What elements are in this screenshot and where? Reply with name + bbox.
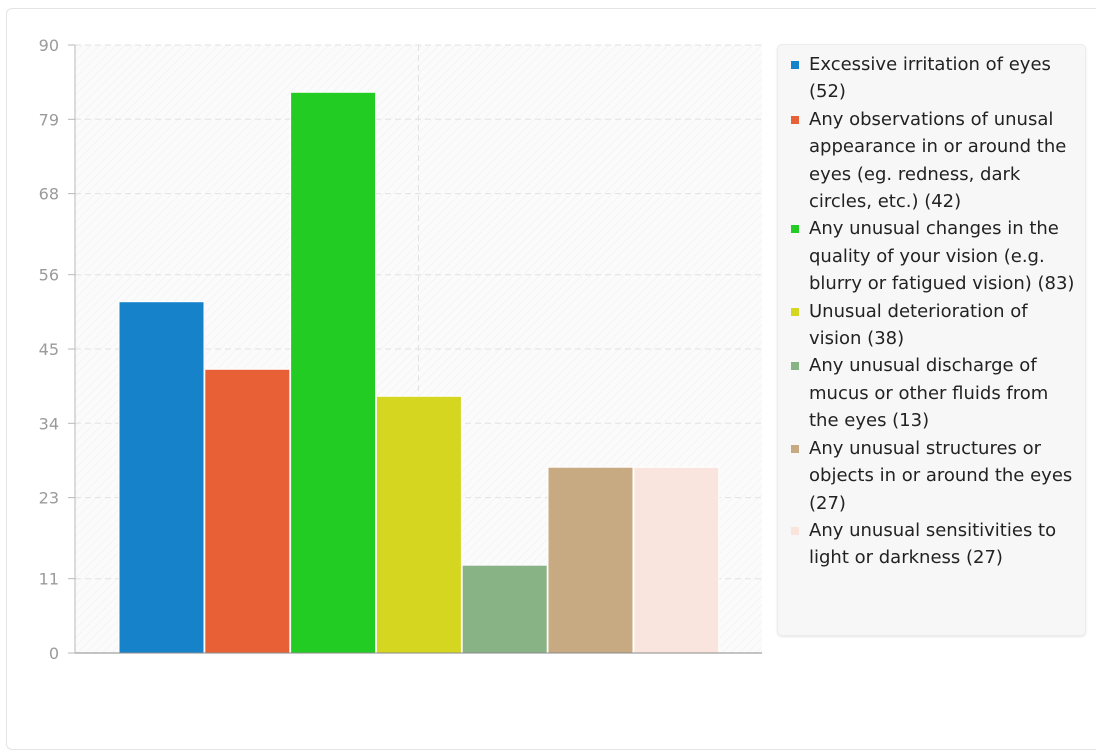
y-axis-tick-labels: 0 11 23 34 45 56 68 79 90 xyxy=(39,36,59,663)
legend-item[interactable]: Any unusual discharge of mucus or other … xyxy=(791,352,1075,434)
y-tick-label: 90 xyxy=(39,36,59,55)
bar-2[interactable] xyxy=(204,368,291,654)
legend-item[interactable]: Excessive irritation of eyes (52) xyxy=(791,51,1075,106)
legend-swatch xyxy=(791,444,799,453)
y-tick-label: 79 xyxy=(39,110,59,129)
legend-label: Any unusual changes in the quality of yo… xyxy=(809,218,1075,295)
legend-label: Any unusual sensitivities to light or da… xyxy=(809,519,1057,569)
legend-swatch xyxy=(791,307,799,316)
legend-swatch xyxy=(791,526,799,535)
bars xyxy=(118,91,720,654)
legend-label: Unusual deterioration of vision (38) xyxy=(809,300,1028,350)
legend-label: Any unusual structures or objects in or … xyxy=(809,437,1073,514)
bar-3[interactable] xyxy=(290,91,377,654)
legend-label: Any unusual discharge of mucus or other … xyxy=(809,355,1049,432)
legend-item[interactable]: Any observations of unusal appearance in… xyxy=(791,106,1075,216)
legend-swatch xyxy=(791,61,799,69)
legend-item[interactable]: Any unusual changes in the quality of yo… xyxy=(791,215,1075,297)
y-tick-label: 23 xyxy=(39,489,59,508)
legend-swatch xyxy=(791,362,799,371)
legend-item[interactable]: Any unusual sensitivities to light or da… xyxy=(791,517,1075,572)
bar-5[interactable] xyxy=(461,564,548,654)
legend-label: Excessive irritation of eyes (52) xyxy=(809,54,1051,103)
legend-item[interactable]: Unusual deterioration of vision (38) xyxy=(791,298,1075,353)
chart-legend: Excessive irritation of eyes (52) Any obs… xyxy=(777,44,1086,636)
axes xyxy=(68,44,762,654)
y-tick-label: 0 xyxy=(49,644,59,663)
bar-7[interactable] xyxy=(633,466,720,654)
y-tick-label: 45 xyxy=(39,340,59,359)
legend-label: Any observations of unusal appearance in… xyxy=(809,108,1067,213)
y-tick-label: 11 xyxy=(39,570,59,589)
legend-swatch xyxy=(791,115,799,124)
bar-6[interactable] xyxy=(547,466,634,654)
y-tick-label: 56 xyxy=(39,266,59,285)
legend-swatch xyxy=(791,225,799,234)
bar-1[interactable] xyxy=(118,301,205,654)
bar-4[interactable] xyxy=(375,395,462,654)
y-tick-label: 34 xyxy=(39,414,59,433)
bar-chart: 0 11 23 34 45 56 68 79 90 xyxy=(39,36,762,663)
legend-item[interactable]: Any unusual structures or objects in or … xyxy=(791,435,1075,517)
y-tick-label: 68 xyxy=(39,185,59,204)
